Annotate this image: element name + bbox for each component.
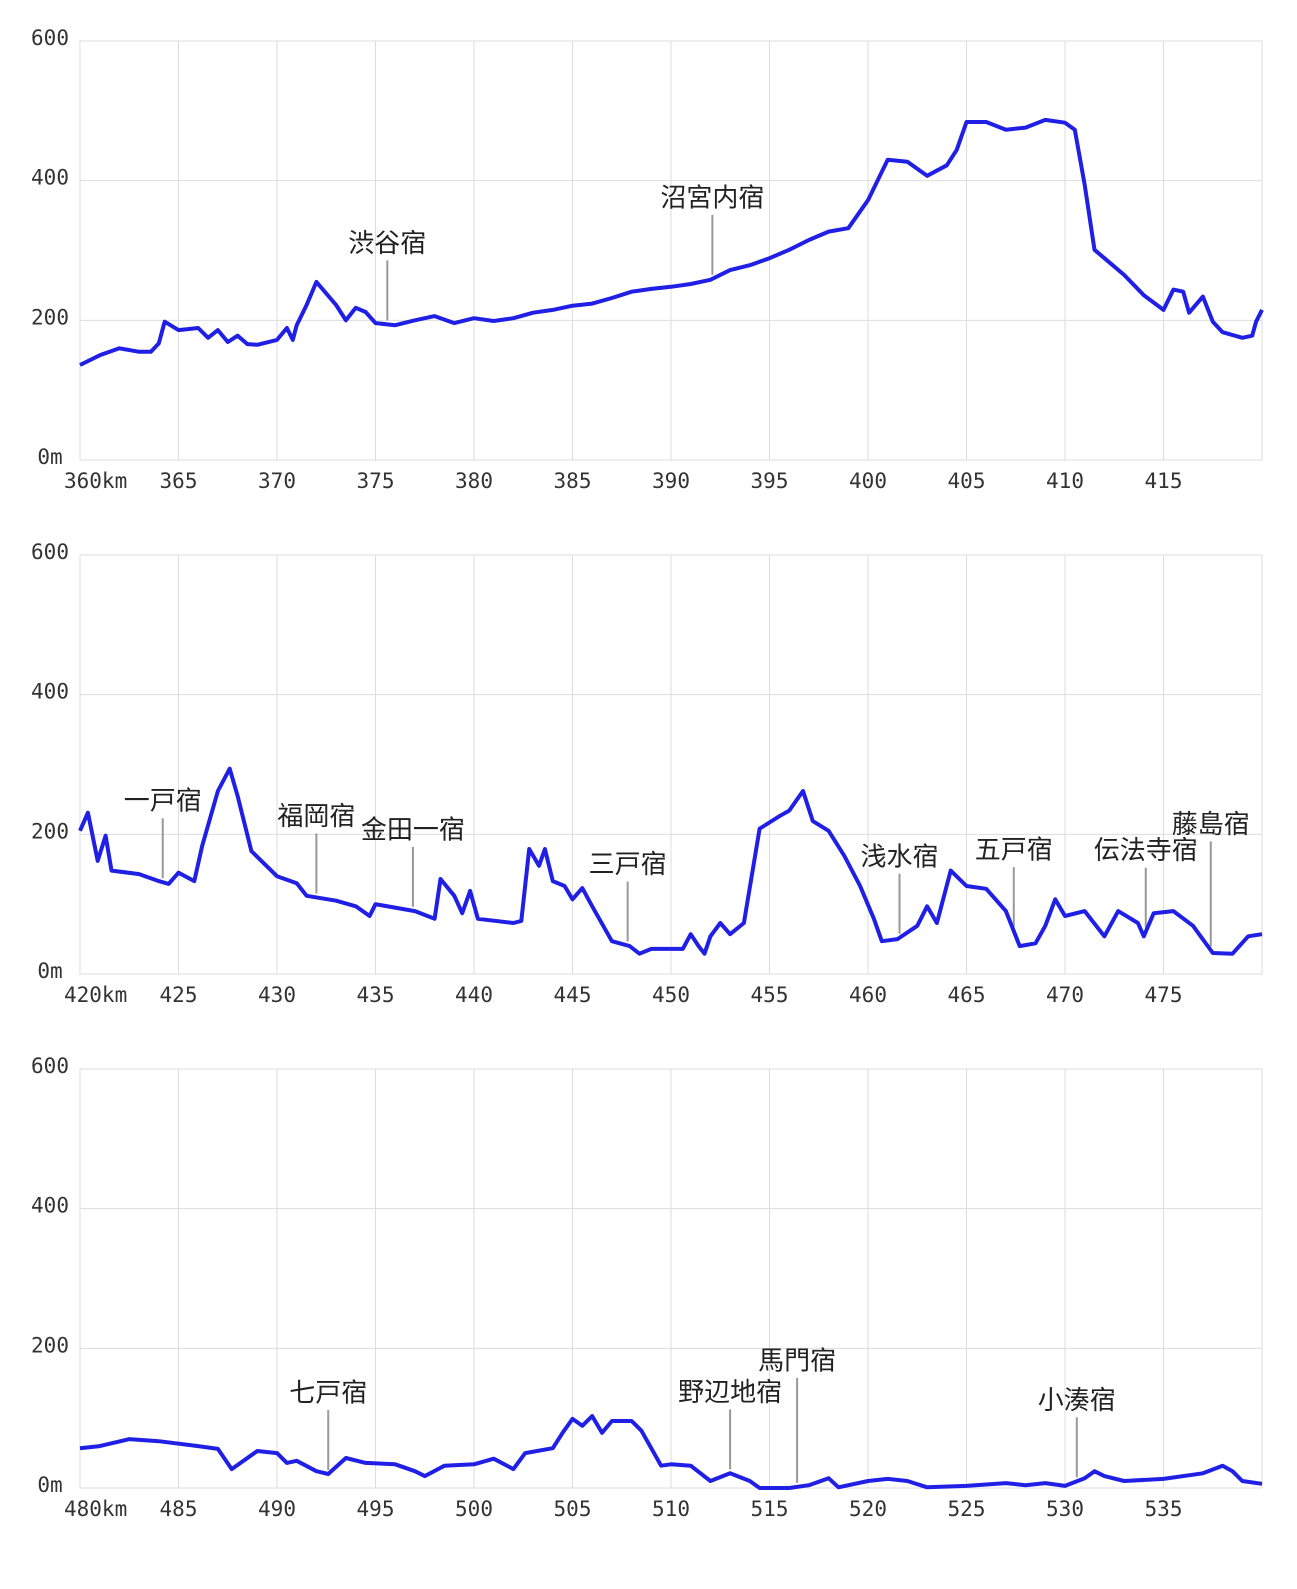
x-tick-label: 375 xyxy=(357,469,395,493)
x-tick-label: 435 xyxy=(357,983,395,1007)
x-tick-label: 395 xyxy=(751,469,789,493)
y-tick-label: 600 xyxy=(31,26,69,50)
y-tick-label: 200 xyxy=(31,819,69,843)
elevation-line xyxy=(78,766,1263,956)
x-tick-label: 420km xyxy=(64,983,127,1007)
y-tick-label: 0m xyxy=(37,445,62,469)
x-tick-label: 525 xyxy=(948,1497,986,1521)
x-tick-label: 495 xyxy=(357,1497,395,1521)
elevation-line xyxy=(79,117,1264,367)
x-tick-label: 485 xyxy=(160,1497,198,1521)
annotation-label: 小湊宿 xyxy=(1038,1386,1116,1416)
x-tick-label: 360km xyxy=(64,469,127,493)
y-tick-label: 600 xyxy=(31,1054,69,1078)
annotation-label: 一戸宿 xyxy=(124,787,202,817)
x-tick-label: 445 xyxy=(554,983,592,1007)
x-tick-label: 520 xyxy=(849,1497,887,1521)
x-tick-label: 475 xyxy=(1145,983,1183,1007)
x-tick-label: 535 xyxy=(1145,1497,1183,1521)
x-tick-label: 455 xyxy=(751,983,789,1007)
x-tick-label: 370 xyxy=(258,469,296,493)
annotation-label: 渋谷宿 xyxy=(348,229,426,259)
x-tick-label: 450 xyxy=(652,983,690,1007)
elevation-line xyxy=(79,1414,1263,1490)
x-tick-label: 490 xyxy=(258,1497,296,1521)
x-tick-label: 405 xyxy=(948,469,986,493)
annotation-label: 藤島宿 xyxy=(1172,810,1250,840)
x-tick-label: 530 xyxy=(1046,1497,1084,1521)
x-tick-label: 385 xyxy=(554,469,592,493)
y-tick-label: 200 xyxy=(31,305,69,329)
annotation-label: 三戸宿 xyxy=(589,850,667,880)
annotation-label: 金田一宿 xyxy=(361,815,465,845)
x-tick-label: 460 xyxy=(849,983,887,1007)
annotation-label: 伝法寺宿 xyxy=(1094,836,1198,866)
x-tick-label: 430 xyxy=(258,983,296,1007)
x-tick-label: 380 xyxy=(455,469,493,493)
x-tick-label: 415 xyxy=(1145,469,1183,493)
x-tick-label: 465 xyxy=(948,983,986,1007)
annotation-label: 五戸宿 xyxy=(975,836,1053,866)
x-tick-label: 480km xyxy=(64,1497,127,1521)
annotation-label: 馬門宿 xyxy=(758,1346,836,1376)
annotation-label: 福岡宿 xyxy=(277,802,355,832)
y-tick-label: 400 xyxy=(31,166,69,190)
x-tick-label: 400 xyxy=(849,469,887,493)
y-tick-label: 200 xyxy=(31,1333,69,1357)
x-tick-label: 440 xyxy=(455,983,493,1007)
x-tick-label: 515 xyxy=(751,1497,789,1521)
x-tick-label: 470 xyxy=(1046,983,1084,1007)
y-tick-label: 400 xyxy=(31,1194,69,1218)
x-tick-label: 410 xyxy=(1046,469,1084,493)
x-tick-label: 365 xyxy=(160,469,198,493)
y-tick-label: 0m xyxy=(37,959,62,983)
x-tick-label: 500 xyxy=(455,1497,493,1521)
x-tick-label: 390 xyxy=(652,469,690,493)
annotation-label: 沼宮内宿 xyxy=(660,183,764,213)
annotation-label: 七戸宿 xyxy=(289,1379,367,1409)
annotation-label: 浅水宿 xyxy=(861,842,939,872)
x-tick-label: 510 xyxy=(652,1497,690,1521)
y-tick-label: 600 xyxy=(31,540,69,564)
x-tick-label: 425 xyxy=(160,983,198,1007)
annotation-label: 野辺地宿 xyxy=(678,1378,782,1408)
x-tick-label: 505 xyxy=(554,1497,592,1521)
y-tick-label: 400 xyxy=(31,680,69,704)
y-tick-label: 0m xyxy=(37,1473,62,1497)
